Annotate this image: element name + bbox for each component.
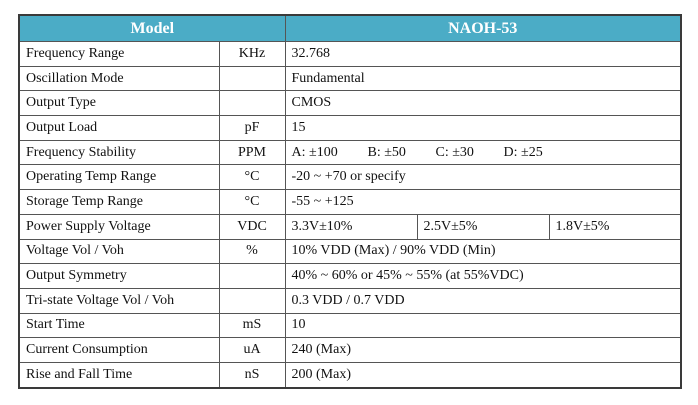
value-cell: 2.5V±5%: [416, 213, 550, 240]
spec-row: Voltage Vol / Voh% 10% VDD (Max) / 90% VD…: [18, 238, 682, 265]
parameter-cell: Power Supply Voltage: [18, 213, 220, 240]
spec-row: Rise and Fall Time nS 200 (Max): [18, 361, 682, 389]
unit-cell: nS: [218, 361, 286, 389]
spec-table: Model NAOH-53 Frequency Range KHz 32.768 Os…: [18, 14, 683, 389]
spec-row: Start Time mS 10: [18, 312, 682, 339]
unit-cell: KHz: [218, 41, 286, 67]
spec-row: Output Symmetry 40% ~ 60% or 45% ~ 55% (a…: [18, 263, 682, 289]
unit-cell: PPM: [218, 139, 286, 166]
value-cell: 10: [284, 312, 682, 339]
parameter-cell: Frequency Range: [18, 41, 220, 67]
spec-sheet: Model NAOH-53 Frequency Range KHz 32.768 Os…: [18, 14, 683, 389]
spec-row: Frequency Stability PPM A: ±100 B: ±50 C: ±3…: [18, 139, 682, 166]
spec-row: Storage Temp Range °C -55 ~ +125: [18, 189, 682, 215]
unit-cell: uA: [218, 337, 286, 363]
spec-row: Current Consumption uA 240 (Max): [18, 337, 682, 363]
parameter-cell: Voltage Vol / Voh: [18, 238, 220, 265]
spec-row: Oscillation Mode Fundamental: [18, 65, 682, 92]
parameter-cell: Rise and Fall Time: [18, 361, 220, 389]
unit-cell: [218, 263, 286, 289]
parameter-cell: Start Time: [18, 312, 220, 339]
unit-cell: °C: [218, 164, 286, 191]
value-cell: 240 (Max): [284, 337, 682, 363]
value-cell: -55 ~ +125: [284, 189, 682, 215]
unit-cell: mS: [218, 312, 286, 339]
parameter-cell: Output Load: [18, 115, 220, 141]
value-cell: -20 ~ +70 or specify: [284, 164, 682, 191]
value-cell: 10% VDD (Max) / 90% VDD (Min): [284, 238, 682, 265]
header-product: NAOH-53: [284, 14, 682, 42]
spec-row: Output Load pF 15: [18, 115, 682, 141]
value-cell: 15: [284, 115, 682, 141]
unit-cell: [218, 65, 286, 92]
parameter-cell: Tri-state Voltage Vol / Voh: [18, 287, 220, 314]
spec-row: Output Type CMOS: [18, 90, 682, 117]
spec-row: Power Supply Voltage VDC 3.3V±10% 2.5V±5% 1.…: [18, 213, 682, 240]
parameter-cell: Storage Temp Range: [18, 189, 220, 215]
spec-row: Tri-state Voltage Vol / Voh 0.3 VDD / 0.7…: [18, 287, 682, 314]
value-cell: 3.3V±10%: [284, 213, 418, 240]
value-cell: 32.768: [284, 41, 682, 67]
parameter-cell: Output Symmetry: [18, 263, 220, 289]
option: D: ±25: [503, 144, 543, 160]
parameter-cell: Operating Temp Range: [18, 164, 220, 191]
parameter-cell: Oscillation Mode: [18, 65, 220, 92]
value-cell: 1.8V±5%: [548, 213, 682, 240]
value-cell: Fundamental: [284, 65, 682, 92]
option: A: ±100: [291, 144, 338, 160]
value-cell: A: ±100 B: ±50 C: ±30 D: ±25: [284, 139, 682, 166]
unit-cell: VDC: [218, 213, 286, 240]
unit-cell: pF: [218, 115, 286, 141]
unit-cell: [218, 90, 286, 117]
parameter-cell: Current Consumption: [18, 337, 220, 363]
spec-row: Operating Temp Range °C -20 ~ +70 or speci…: [18, 164, 682, 191]
value-cell: 200 (Max): [284, 361, 682, 389]
unit-cell: °C: [218, 189, 286, 215]
option: B: ±50: [367, 144, 406, 160]
spec-row: Frequency Range KHz 32.768: [18, 41, 682, 67]
parameter-cell: Output Type: [18, 90, 220, 117]
value-cell: 0.3 VDD / 0.7 VDD: [284, 287, 682, 314]
table-header: Model NAOH-53: [18, 14, 682, 42]
header-model: Model: [18, 14, 286, 42]
parameter-cell: Frequency Stability: [18, 139, 220, 166]
value-cell: CMOS: [284, 90, 682, 117]
unit-cell: %: [218, 238, 286, 265]
table-body: Frequency Range KHz 32.768 Oscillation Mode…: [18, 41, 682, 389]
value-cell: 40% ~ 60% or 45% ~ 55% (at 55%VDC): [284, 263, 682, 289]
unit-cell: [218, 287, 286, 314]
header-row: Model NAOH-53: [18, 14, 682, 42]
option: C: ±30: [435, 144, 474, 160]
